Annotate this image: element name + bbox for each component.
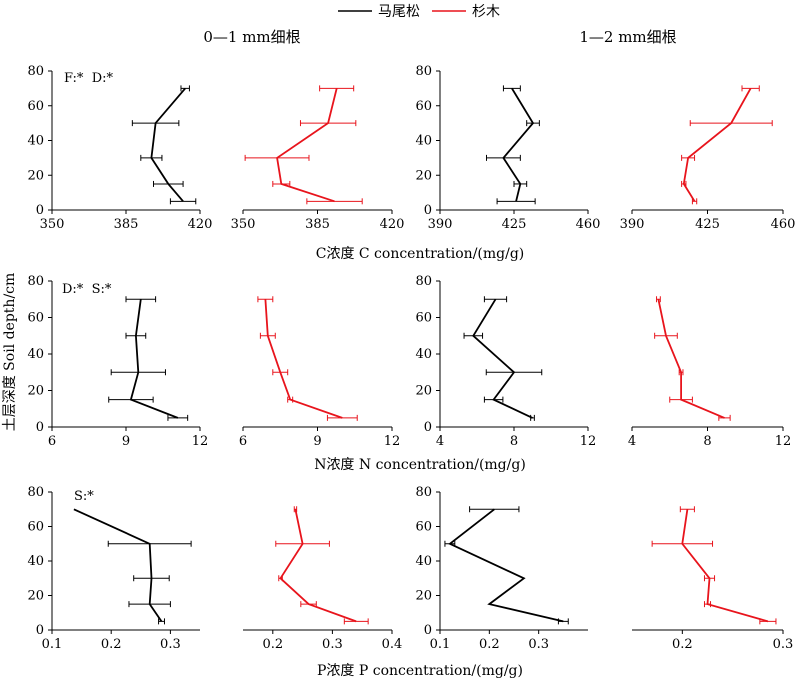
series-line (681, 509, 769, 623)
y-tick-label: 20 (27, 384, 44, 399)
y-tick-label: 0 (36, 420, 44, 435)
x-tick-label: 460 (771, 217, 796, 232)
x-tick-label: 390 (620, 217, 645, 232)
y-tick-label: 80 (27, 485, 44, 500)
x-tick-label: 420 (380, 217, 405, 232)
y-tick-label: 60 (27, 311, 44, 326)
x-tick-label: 460 (576, 217, 601, 232)
y-tick-label: 60 (415, 520, 432, 535)
y-tick-label: 60 (27, 99, 44, 114)
x-tick-label: 0.3 (160, 637, 181, 652)
x-tick-label: 420 (188, 217, 213, 232)
annotation-row-c: F:* D:* (64, 71, 114, 86)
x-tick-label: 9 (122, 434, 130, 449)
x-tick-label: 425 (695, 217, 720, 232)
x-tick-label: 0.3 (773, 637, 794, 652)
y-tick-label: 0 (424, 420, 432, 435)
panel-n-r1c0: 0 20 40 60 80 6 9 12 (27, 274, 208, 449)
panel-c-r0c2: 0 20 40 60 80 390 425 460 (415, 64, 600, 232)
y-tick-label: 80 (27, 274, 44, 289)
legend-label-chinese-fir: 杉木 (472, 4, 500, 20)
x-tick-label: 350 (231, 217, 256, 232)
y-tick-label: 40 (415, 554, 432, 569)
panel-p-r2c2: 0 20 40 60 80 0.1 0.2 0.3 (415, 485, 588, 652)
panel-c-r0c1: 350 385 420 (231, 85, 405, 232)
x-tick-label: 6 (48, 434, 56, 449)
y-tick-label: 40 (415, 134, 432, 149)
y-tick-label: 60 (415, 99, 432, 114)
row-p-xlabel: P浓度 P concentration/(mg/g) (317, 663, 523, 679)
series-line (682, 87, 752, 202)
x-tick-label: 390 (428, 217, 453, 232)
x-tick-label: 385 (305, 217, 330, 232)
y-axis-label: 土层深度 Soil depth/cm (2, 273, 18, 432)
x-tick-label: 12 (775, 434, 792, 449)
y-tick-label: 60 (415, 311, 432, 326)
annotation-row-n: D:* S:* (62, 282, 112, 297)
y-tick-label: 80 (415, 485, 432, 500)
y-tick-label: 80 (415, 274, 432, 289)
panel-n-r1c2: 0 20 40 60 80 4 8 12 (415, 274, 596, 449)
panel-p-r2c3: 0.2 0.3 (632, 506, 793, 652)
row-n-xlabel: N浓度 N concentration/(mg/g) (314, 457, 526, 473)
x-tick-label: 12 (192, 434, 209, 449)
y-tick-label: 40 (27, 554, 44, 569)
y-tick-label: 20 (27, 168, 44, 183)
series-line (448, 508, 564, 623)
y-tick-label: 40 (415, 347, 432, 362)
column-header-fine-root-0-1mm: 0—1 mm细根 (203, 28, 300, 46)
x-tick-label: 8 (510, 434, 518, 449)
legend: 马尾松 杉木 (338, 4, 500, 20)
y-tick-label: 80 (415, 64, 432, 79)
x-tick-label: 0.2 (101, 637, 122, 652)
y-tick-label: 20 (27, 589, 44, 604)
series-line (279, 509, 357, 623)
legend-label-masson-pine: 马尾松 (378, 4, 420, 20)
panel-n-r1c3: 4 8 12 (628, 296, 791, 449)
panel-c-r0c0: 0 20 40 60 80 350 385 420 (27, 64, 212, 232)
x-tick-label: 425 (502, 217, 527, 232)
panel-n-r1c1: 6 9 12 (239, 296, 400, 449)
x-tick-label: 9 (313, 434, 321, 449)
y-tick-label: 20 (415, 168, 432, 183)
x-tick-label: 0.1 (430, 637, 451, 652)
y-tick-label: 20 (415, 589, 432, 604)
x-tick-label: 8 (703, 434, 711, 449)
x-tick-label: 0.4 (382, 637, 403, 652)
panel-c-r0c3: 390 425 460 (620, 85, 796, 232)
panel-p-r2c1: 0.2 0.3 0.4 (243, 506, 402, 652)
x-tick-label: 0.2 (479, 637, 500, 652)
x-tick-label: 6 (239, 434, 247, 449)
y-tick-label: 0 (424, 203, 432, 218)
y-tick-label: 40 (27, 134, 44, 149)
y-tick-label: 20 (415, 384, 432, 399)
x-tick-label: 4 (628, 434, 636, 449)
y-tick-label: 0 (424, 623, 432, 638)
x-tick-label: 0.3 (322, 637, 343, 652)
x-tick-label: 0.1 (42, 637, 63, 652)
annotation-row-p: S:* (74, 489, 94, 504)
y-tick-label: 0 (36, 623, 44, 638)
y-tick-label: 0 (36, 203, 44, 218)
x-tick-label: 350 (40, 217, 65, 232)
panel-p-r2c0: 0 20 40 60 80 0.1 0.2 0.3 (27, 485, 200, 652)
y-tick-label: 40 (27, 347, 44, 362)
y-tick-label: 80 (27, 64, 44, 79)
x-tick-label: 0.2 (672, 637, 693, 652)
x-tick-label: 4 (436, 434, 444, 449)
x-tick-label: 0.3 (528, 637, 549, 652)
x-tick-label: 385 (114, 217, 139, 232)
x-tick-label: 0.2 (262, 637, 283, 652)
column-header-fine-root-1-2mm: 1—2 mm细根 (579, 28, 676, 46)
x-tick-label: 12 (384, 434, 401, 449)
y-tick-label: 60 (27, 520, 44, 535)
x-tick-label: 12 (580, 434, 597, 449)
series-line (264, 299, 343, 419)
row-c-xlabel: C浓度 C concentration/(mg/g) (316, 246, 525, 262)
